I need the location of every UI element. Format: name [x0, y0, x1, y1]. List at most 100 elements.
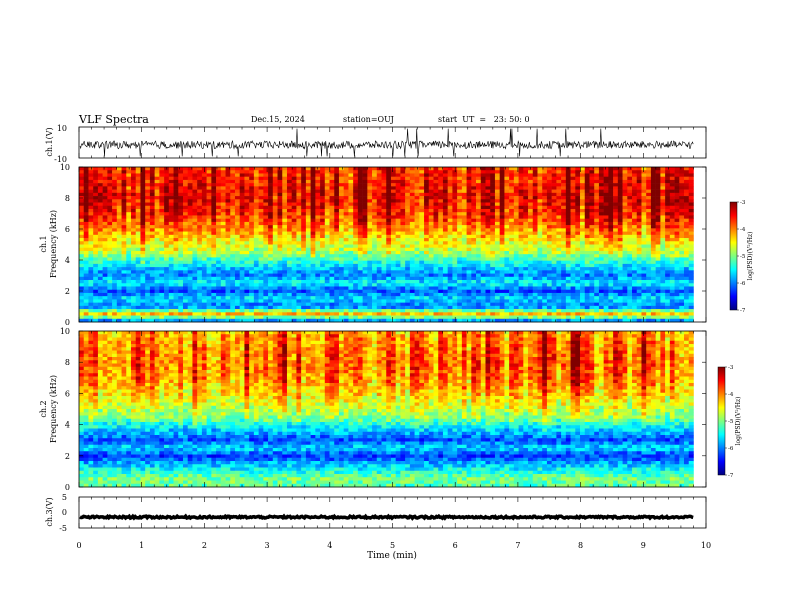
spectrogram-cell: [220, 267, 226, 271]
spectrogram-cell: [684, 260, 690, 265]
spectrogram-cell: [107, 212, 113, 216]
spectrogram-cell: [542, 228, 548, 232]
spectrogram-cell: [225, 267, 231, 271]
spectrogram-cell: [329, 273, 335, 278]
spectrogram-cell: [414, 176, 420, 181]
spectrogram-cell: [513, 267, 519, 271]
spectrogram-cell: [83, 205, 89, 210]
spectrogram-cell: [154, 225, 160, 229]
spectrogram-cell: [282, 186, 288, 190]
spectrogram-cell: [669, 205, 675, 210]
spectrogram-cell: [149, 202, 155, 207]
spectrogram-cell: [121, 280, 127, 284]
spectrogram-cell: [343, 221, 349, 226]
spectrogram-cell: [211, 276, 217, 281]
spectrogram-cell: [367, 212, 373, 216]
spectrogram-cell: [249, 167, 255, 171]
spectrogram-cell: [130, 192, 137, 197]
spectrogram-cell: [452, 192, 458, 197]
spectrogram-cell: [627, 167, 633, 171]
spectrogram-cell: [561, 189, 567, 194]
spectrogram-cell: [244, 212, 250, 216]
spectrogram-cell: [632, 189, 638, 194]
spectrogram-cell: [617, 212, 623, 216]
spectrogram-cell: [613, 234, 619, 239]
spectrogram-cell: [414, 286, 420, 291]
spectrogram-cell: [305, 167, 311, 171]
spectrogram-cell: [688, 244, 694, 249]
spectrogram-cell: [490, 276, 496, 281]
spectrogram-cell: [253, 244, 259, 249]
spectrogram-cell: [669, 250, 675, 255]
spectrogram-cell: [551, 270, 557, 274]
spectrogram-cell: [263, 241, 269, 245]
spectrogram-cell: [386, 167, 392, 171]
spectrogram-cell: [636, 267, 642, 271]
spectrogram-cell: [452, 202, 458, 207]
spectrogram-cell: [561, 257, 567, 261]
spectrogram-cell: [409, 167, 415, 171]
spectrogram-cell: [447, 263, 453, 268]
spectrogram-cell: [159, 208, 165, 213]
spectrogram-cell: [201, 241, 207, 245]
spectrogram-cell: [126, 192, 132, 197]
spectrogram-cell: [173, 192, 179, 197]
spectrogram-cell: [97, 263, 103, 268]
spectrogram-cell: [537, 276, 543, 281]
spectrogram-cell: [367, 176, 373, 181]
spectrogram-cell: [575, 196, 581, 200]
spectrogram-cell: [504, 183, 510, 187]
spectrogram-cell: [428, 176, 434, 181]
spectrogram-cell: [636, 250, 642, 255]
spectrogram-cell: [594, 205, 600, 210]
spectrogram-cell: [546, 221, 552, 226]
spectrogram-cell: [315, 173, 321, 177]
spectrogram-cell: [570, 231, 576, 236]
spectrogram-cell: [466, 218, 472, 223]
spectrogram-cell: [178, 238, 184, 242]
spectrogram-cell: [197, 221, 203, 226]
spectrogram-cell: [338, 267, 344, 271]
spectrogram-cell: [518, 218, 524, 223]
spectrogram-cell: [249, 234, 255, 239]
spectrogram-cell: [509, 234, 515, 239]
spectrogram-cell: [457, 167, 463, 171]
spectrogram-cell: [528, 179, 534, 184]
spectrogram-cell: [272, 212, 278, 216]
spectrogram-cell: [466, 270, 472, 274]
spectrogram-cell: [329, 221, 335, 226]
spectrogram-cell: [617, 257, 623, 261]
spectrogram-cell: [97, 273, 103, 278]
spectrogram-cell: [83, 208, 89, 213]
spectrogram-cell: [636, 244, 642, 249]
spectrogram-cell: [121, 192, 127, 197]
spectrogram-cell: [334, 280, 340, 284]
spectrogram-cell: [528, 283, 534, 287]
spectrogram-cell: [565, 221, 571, 226]
spectrogram-cell: [88, 250, 94, 255]
spectrogram-cell: [121, 263, 127, 268]
spectrogram-cell: [320, 276, 326, 281]
spectrogram-cell: [665, 208, 671, 213]
spectrogram-cell: [528, 186, 534, 190]
spectrogram-cell: [400, 212, 406, 216]
spectrogram-cell: [428, 170, 434, 174]
spectrogram-cell: [409, 241, 415, 245]
spectrogram-cell: [400, 231, 406, 236]
spectrogram-cell: [88, 167, 94, 171]
spectrogram-cell: [518, 212, 524, 216]
spectrogram-cell: [442, 199, 448, 203]
spectrogram-cell: [182, 186, 189, 190]
spectrogram-cell: [386, 196, 392, 200]
spectrogram-cell: [93, 192, 99, 197]
spectrogram-cell: [239, 286, 245, 291]
spectrogram-cell: [684, 244, 690, 249]
spectrogram-cell: [438, 218, 444, 223]
spectrogram-cell: [121, 202, 127, 207]
spectrogram-cell: [263, 267, 269, 271]
spectrogram-cell: [561, 280, 567, 284]
spectrogram-cell: [622, 186, 628, 190]
spectrogram-cell: [395, 173, 401, 177]
spectrogram-cell: [140, 267, 146, 271]
spectrogram-cell: [357, 228, 363, 232]
